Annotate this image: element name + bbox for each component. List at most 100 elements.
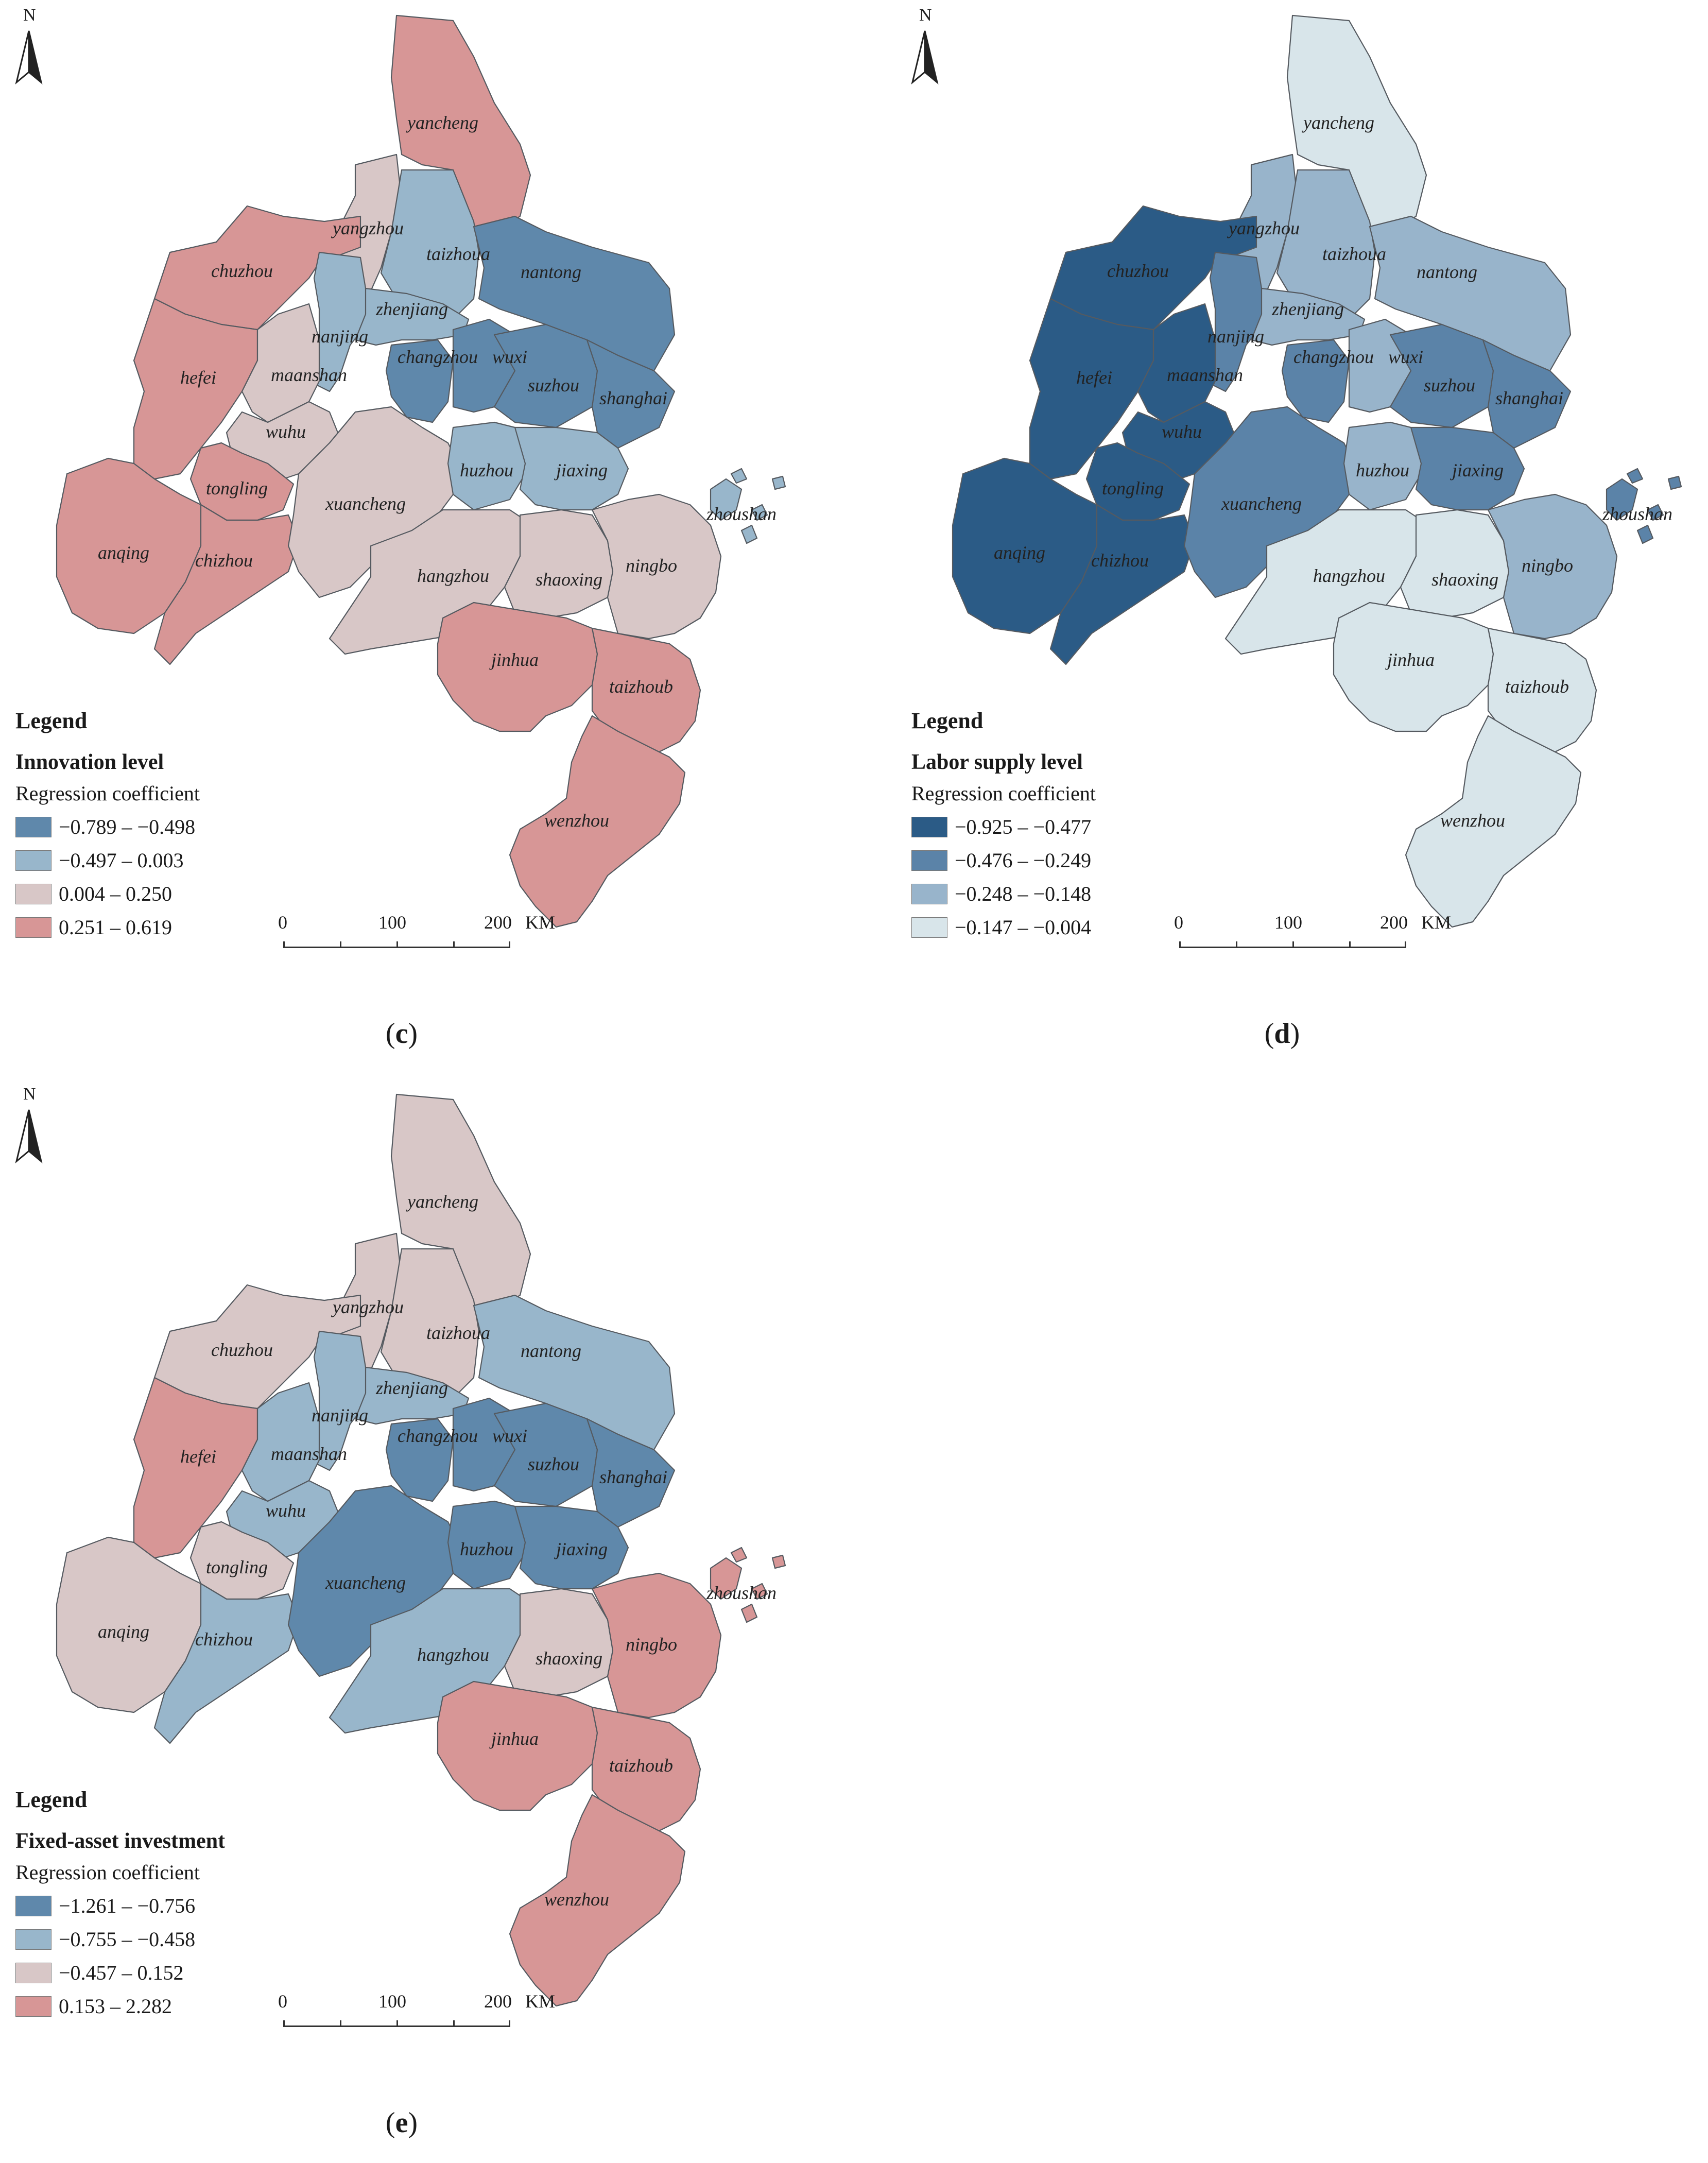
legend-class-1: −1.261 – −0.756 [15,1889,283,1922]
region-ningbo [591,493,722,640]
place-label-chuzhou: chuzhou [1107,261,1169,281]
place-label-wenzhou: wenzhou [544,1889,609,1910]
legend-class-3: −0.248 – −0.148 [911,877,1179,911]
legend-swatch [15,917,51,938]
region-huzhou [447,421,537,511]
legend-range: −0.925 – −0.477 [955,815,1092,838]
place-label-chizhou: chizhou [195,550,253,571]
legend-class-4: 0.251 – 0.619 [15,911,283,944]
place-label-jinhua: jinhua [489,1728,539,1749]
legend-swatch [911,917,947,938]
region-suzhou [1389,323,1494,428]
region-zhoushan [710,1547,786,1623]
legend-d: Legend Labor supply level Regression coe… [911,708,1179,944]
place-label-ningbo: ningbo [626,555,677,576]
place-label-nanjing: nanjing [1207,326,1264,347]
region-ningbo [1487,493,1618,640]
region-wenzhou [509,715,686,928]
place-label-hefei: hefei [180,1446,216,1467]
place-label-zhoushan: zhoushan [706,504,777,524]
legend-title: Legend [911,708,984,733]
legend-class-2: −0.497 – 0.003 [15,844,283,877]
scale-mark [396,2020,398,2027]
place-label-yangzhou: yangzhou [331,218,404,238]
place-label-nanjing: nanjing [312,326,368,347]
scale-tick-100: 100 [378,1991,406,2012]
region-nanjing [308,1330,372,1471]
scale-bar: 0 100 200 KM [1174,912,1451,958]
place-label-zhoushan: zhoushan [1602,504,1672,524]
legend-class-4: −0.147 – −0.004 [911,911,1179,944]
place-label-yancheng: yancheng [1302,112,1374,133]
place-label-wuxi: wuxi [492,1426,527,1446]
scale-mark [1236,941,1237,948]
legend-swatch [911,850,947,871]
legend-caption: Regression coefficient [911,782,1096,805]
place-label-maanshan: maanshan [271,365,347,385]
region-tongling [189,442,295,521]
legend-variable: Fixed-asset investment [15,1829,226,1853]
north-label: N [919,6,932,25]
place-label-shaoxing: shaoxing [536,569,602,590]
north-arrow-half [15,30,30,85]
region-chizhou [153,1583,300,1744]
region-shanghai [1482,339,1572,449]
place-label-yangzhou: yangzhou [331,1297,404,1317]
legend-class-2: −0.755 – −0.458 [15,1922,283,1956]
region-suzhou [493,1402,598,1507]
place-label-shaoxing: shaoxing [1431,569,1498,590]
scale-tick-100: 100 [1274,912,1302,933]
place-label-xuancheng: xuancheng [1221,493,1302,514]
legend-title: Legend [15,708,88,733]
caption-letter: e [395,2107,408,2139]
place-label-zhenjiang: zhenjiang [1271,299,1344,319]
place-label-chizhou: chizhou [195,1629,253,1650]
place-label-wuhu: wuhu [266,421,306,442]
scale-mark [1349,941,1351,948]
legend-swatch [15,1929,51,1950]
place-label-maanshan: maanshan [1167,365,1243,385]
scale-mark [453,941,455,948]
north-arrow-half [911,30,926,85]
legend-class-1: −0.925 – −0.477 [911,810,1179,844]
region-changzhou [1281,339,1350,423]
region-chizhou [1049,504,1196,665]
legend-c: Legend Innovation level Regression coeff… [15,708,283,944]
scale-unit: KM [525,1991,556,2012]
scale-mark [283,941,285,948]
place-label-yancheng: yancheng [406,112,478,133]
scale-unit: KM [1421,912,1452,933]
legend-caption: Regression coefficient [15,782,200,805]
place-label-jinhua: jinhua [1385,649,1435,670]
north-arrow-half [15,1109,30,1164]
scale-bar: 0 100 200 KM [278,1990,555,2037]
place-label-shanghai: shanghai [599,1467,667,1487]
north-arrow-half [924,30,939,85]
place-label-anqing: anqing [994,542,1045,563]
region-shanghai [586,339,676,449]
place-label-wuxi: wuxi [1388,347,1423,367]
region-jiaxing [1410,426,1525,511]
scale-mark [453,2020,455,2027]
region-ningbo [591,1572,722,1719]
legend-class-4: 0.153 – 2.282 [15,1989,283,2023]
legend-range: −0.248 – −0.148 [955,882,1092,905]
legend-swatch [911,816,947,837]
legend-range: −0.755 – −0.458 [59,1928,196,1951]
place-label-tongling: tongling [1102,478,1164,499]
legend-range: 0.153 – 2.282 [59,1995,172,2018]
place-label-changzhou: changzhou [1293,347,1374,367]
place-label-wenzhou: wenzhou [544,810,609,831]
place-label-tongling: tongling [206,478,268,499]
scale-tick-0: 0 [278,1991,287,2012]
place-label-huzhou: huzhou [460,460,513,480]
legend-range: −1.261 – −0.756 [59,1894,196,1917]
legend-range: −0.147 – −0.004 [955,916,1092,939]
scale-tick-100: 100 [378,912,406,933]
scale-mark [1179,941,1181,948]
place-label-hefei: hefei [1076,367,1112,388]
region-zhenjiang [354,287,470,346]
north-arrow-half [28,30,43,85]
